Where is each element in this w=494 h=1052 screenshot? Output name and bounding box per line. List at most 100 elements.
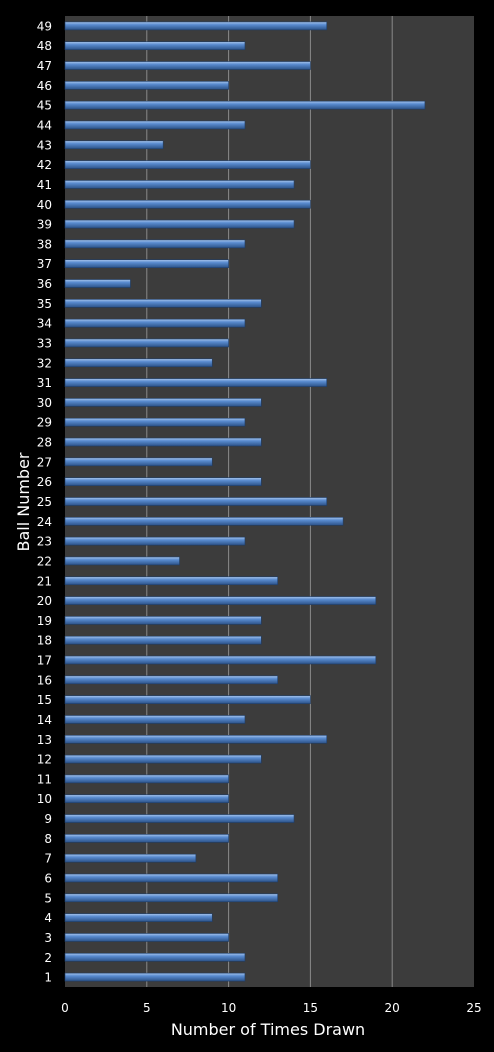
y-tick-label: 17 (37, 654, 52, 668)
y-tick-label: 11 (37, 772, 52, 786)
bar-39 (64, 219, 295, 229)
x-tick-label: 25 (466, 1001, 481, 1015)
bar-36 (64, 279, 131, 288)
y-tick-label: 24 (37, 515, 52, 529)
y-tick-label: 15 (37, 693, 52, 707)
bar-18 (64, 635, 262, 645)
y-tick-label: 49 (37, 19, 52, 33)
y-tick-label: 18 (37, 634, 52, 648)
y-tick-label: 30 (37, 396, 52, 410)
bar-41 (64, 180, 295, 189)
bar-40 (64, 199, 311, 209)
y-tick-label: 38 (37, 237, 52, 251)
bar-35 (64, 299, 262, 308)
y-tick-label: 7 (44, 852, 52, 866)
bar-29 (64, 417, 246, 427)
y-tick-label: 21 (37, 574, 52, 588)
x-tick-label: 0 (61, 1001, 69, 1015)
bar-4 (64, 913, 213, 922)
y-tick-label: 1 (44, 971, 52, 985)
bar-13 (64, 734, 328, 744)
y-tick-label: 28 (37, 436, 52, 450)
y-tick-label: 14 (37, 713, 52, 727)
y-tick-label: 16 (37, 673, 52, 687)
bar-46 (64, 81, 229, 90)
y-tick-label: 5 (44, 891, 52, 905)
bar-1 (64, 972, 246, 982)
y-tick-label: 8 (44, 832, 52, 846)
bar-37 (64, 259, 229, 269)
x-tick-labels: 0 5 10 15 20 25 (61, 1001, 481, 1015)
y-tick-labels: 1234567891011121314151617181920212223242… (37, 19, 52, 984)
y-tick-label: 42 (37, 158, 52, 172)
bar-31 (64, 378, 328, 387)
y-tick-label: 9 (44, 812, 52, 826)
x-tick-label: 15 (303, 1001, 318, 1015)
bar-21 (64, 576, 278, 586)
y-tick-label: 41 (37, 178, 52, 192)
bar-14 (64, 715, 246, 724)
y-tick-label: 32 (37, 356, 52, 370)
y-tick-label: 26 (37, 475, 52, 489)
bar-11 (64, 774, 229, 784)
x-axis-title: Number of Times Drawn (171, 1020, 365, 1039)
y-tick-label: 6 (44, 872, 52, 886)
bar-25 (64, 497, 328, 506)
y-tick-label: 36 (37, 277, 52, 291)
y-tick-label: 29 (37, 416, 52, 430)
y-tick-label: 4 (44, 911, 52, 925)
y-tick-label: 31 (37, 376, 52, 390)
y-tick-label: 48 (37, 39, 52, 53)
y-tick-label: 2 (44, 951, 52, 965)
bar-32 (64, 358, 213, 368)
bar-43 (64, 140, 164, 150)
bar-7 (64, 853, 197, 863)
bar-20 (64, 596, 377, 605)
bar-44 (64, 120, 246, 130)
y-tick-label: 35 (37, 297, 52, 311)
bar-12 (64, 754, 262, 764)
bar-23 (64, 536, 246, 546)
y-tick-label: 19 (37, 614, 52, 628)
y-tick-label: 12 (37, 753, 52, 767)
y-tick-label: 22 (37, 554, 52, 568)
bar-33 (64, 338, 229, 348)
bar-30 (64, 398, 262, 407)
bar-24 (64, 517, 344, 526)
y-tick-label: 44 (37, 118, 52, 132)
y-tick-label: 46 (37, 79, 52, 93)
y-tick-label: 47 (37, 59, 52, 73)
y-tick-label: 33 (37, 336, 52, 350)
x-tick-label: 10 (221, 1001, 236, 1015)
bar-3 (64, 933, 229, 942)
bar-5 (64, 893, 278, 903)
y-tick-label: 20 (37, 594, 52, 608)
bar-10 (64, 794, 229, 804)
y-tick-label: 39 (37, 218, 52, 232)
y-tick-label: 37 (37, 257, 52, 271)
bar-15 (64, 695, 311, 704)
y-tick-label: 23 (37, 535, 52, 549)
bar-26 (64, 477, 262, 486)
y-tick-label: 3 (44, 931, 52, 945)
bar-49 (64, 21, 328, 31)
bar-48 (64, 41, 246, 51)
bar-2 (64, 952, 246, 962)
y-tick-label: 25 (37, 495, 52, 509)
bar-34 (64, 318, 246, 328)
y-tick-label: 34 (37, 317, 52, 331)
bar-16 (64, 675, 278, 685)
bar-9 (64, 814, 295, 823)
bar-45 (64, 100, 426, 110)
y-tick-label: 27 (37, 455, 52, 469)
y-tick-label: 10 (37, 792, 52, 806)
bar-47 (64, 61, 311, 70)
bar-42 (64, 160, 311, 169)
bar-8 (64, 834, 229, 843)
bar-6 (64, 873, 278, 883)
bar-19 (64, 616, 262, 625)
y-axis-title: Ball Number (14, 452, 33, 551)
bar-28 (64, 437, 262, 447)
bars (64, 21, 426, 982)
